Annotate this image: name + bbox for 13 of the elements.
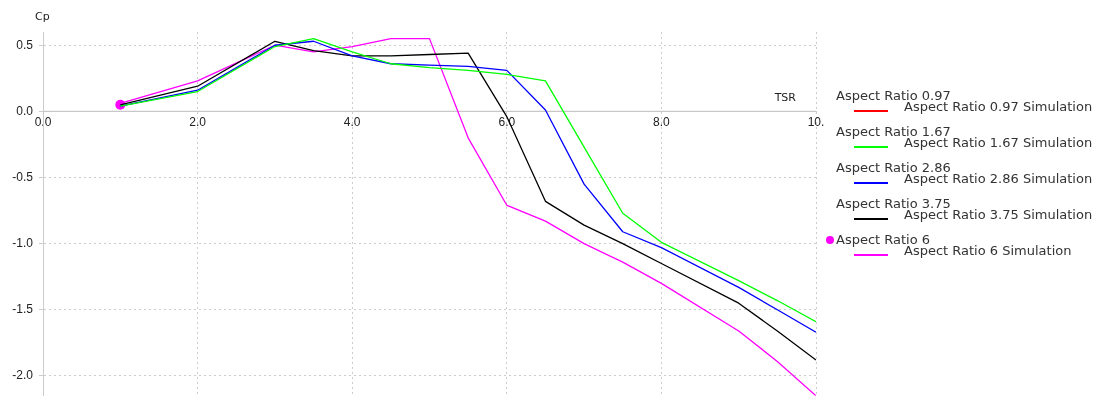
y-tick-label: -1.0 bbox=[12, 235, 34, 250]
y-tick-label: 0.0 bbox=[16, 103, 34, 118]
x-tick-label: 4.0 bbox=[343, 114, 361, 129]
x-axis-title: TSR bbox=[773, 90, 797, 104]
x-tick-label: 0.0 bbox=[34, 114, 52, 129]
y-tick-label: 0.5 bbox=[16, 37, 34, 52]
y-tick-label: -2.0 bbox=[12, 368, 34, 383]
x-tick-label: 8.0 bbox=[653, 114, 671, 129]
x-tick-label: 10. bbox=[807, 114, 825, 129]
y-tick-label: -1.5 bbox=[12, 302, 34, 317]
x-tick-label: 2.0 bbox=[189, 114, 207, 129]
y-tick-label: -0.5 bbox=[12, 169, 34, 184]
y-axis-title: Cp bbox=[35, 10, 50, 23]
